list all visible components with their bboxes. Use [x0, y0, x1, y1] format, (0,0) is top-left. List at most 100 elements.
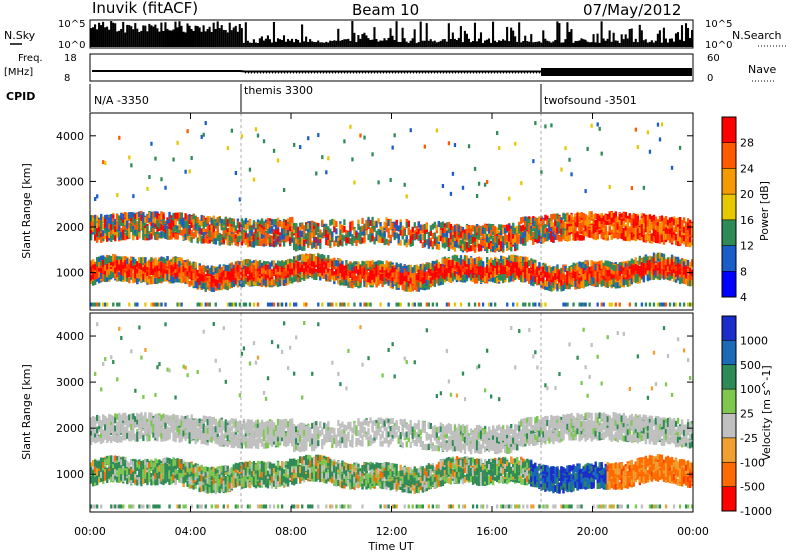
scatter-cell — [419, 234, 422, 241]
nsky-bar — [385, 40, 388, 47]
scatter-cell — [106, 271, 109, 278]
nsky-bar — [570, 29, 573, 47]
scatter-cell — [272, 148, 276, 153]
scatter-cell — [106, 230, 109, 237]
scatter-cell — [218, 264, 221, 271]
scatter-cell — [357, 234, 360, 241]
scatter-cell — [266, 264, 270, 271]
scatter-cell — [266, 302, 270, 307]
scatter-cell — [447, 302, 451, 307]
scatter-cell — [94, 234, 97, 241]
scatter-cell — [453, 245, 457, 252]
scatter-cell — [90, 215, 93, 222]
scatter-cell — [188, 228, 191, 235]
scatter-cell — [92, 279, 95, 286]
scatter-cell — [132, 216, 135, 223]
scatter-cell — [214, 273, 217, 280]
scatter-cell — [200, 268, 203, 275]
scatter-cell — [108, 266, 111, 273]
scatter-cell — [455, 241, 459, 248]
scatter-cell — [176, 212, 179, 219]
scatter-cell — [126, 275, 129, 282]
scatter-cell — [196, 302, 199, 307]
nsky-bar — [528, 41, 531, 47]
scatter-cell — [351, 224, 354, 231]
scatter-cell — [142, 232, 145, 239]
scatter-cell — [222, 237, 225, 244]
scatter-cell — [136, 261, 139, 268]
scatter-cell — [202, 265, 205, 272]
nsky-bar — [158, 31, 161, 47]
scatter-cell — [100, 237, 103, 244]
scatter-cell — [441, 222, 445, 229]
scatter-cell — [222, 230, 225, 237]
scatter-cell — [353, 277, 356, 284]
nsky-bar — [417, 42, 420, 47]
scatter-cell — [317, 239, 320, 246]
scatter-cell — [230, 281, 234, 288]
scatter-cell — [112, 254, 115, 261]
scatter-cell — [375, 270, 378, 277]
scatter-cell — [405, 272, 408, 279]
nsky-bar — [355, 42, 358, 47]
scatter-cell — [130, 215, 133, 222]
scatter-cell — [146, 261, 149, 268]
scatter-cell — [457, 226, 461, 233]
scatter-cell — [204, 302, 207, 307]
scatter-cell — [146, 276, 149, 283]
scatter-cell — [150, 233, 153, 240]
scatter-cell — [212, 215, 215, 222]
scatter-cell — [104, 228, 107, 235]
scatter-cell — [106, 302, 109, 307]
scatter-cell — [150, 278, 153, 285]
scatter-cell — [240, 279, 244, 286]
scatter-cell — [447, 244, 451, 251]
scatter-cell — [395, 282, 398, 289]
scatter-cell — [192, 214, 195, 221]
scatter-cell — [347, 278, 350, 285]
scatter-cell — [301, 223, 304, 230]
scatter-cell — [272, 268, 276, 275]
scatter-cell — [198, 270, 201, 277]
scatter-cell — [301, 244, 304, 251]
scatter-cell — [108, 217, 111, 224]
scatter-cell — [266, 280, 270, 287]
scatter-cell — [389, 273, 392, 280]
scatter-cell — [144, 266, 147, 273]
scatter-cell — [301, 255, 304, 262]
nsky-bar — [399, 41, 402, 47]
nsky-bar — [516, 41, 519, 47]
scatter-cell — [315, 236, 318, 243]
scatter-cell — [365, 281, 368, 288]
scatter-cell — [142, 212, 145, 219]
nsky-bar — [610, 41, 613, 47]
scatter-cell — [427, 302, 430, 307]
scatter-cell — [134, 272, 137, 279]
scatter-cell — [256, 302, 260, 307]
scatter-cell — [98, 231, 101, 238]
nsky-bar — [445, 41, 448, 47]
scatter-cell — [455, 255, 459, 262]
scatter-cell — [413, 275, 416, 282]
scatter-cell — [186, 129, 189, 134]
scatter-cell — [333, 240, 336, 247]
scatter-cell — [439, 267, 443, 274]
scatter-cell — [276, 265, 280, 272]
scatter-cell — [116, 260, 119, 267]
scatter-cell — [96, 228, 99, 235]
scatter-cell — [226, 284, 229, 291]
nsky-bar — [463, 30, 466, 47]
scatter-cell — [307, 228, 310, 235]
scatter-cell — [120, 219, 123, 226]
scatter-cell — [272, 233, 276, 240]
scatter-cell — [224, 271, 227, 278]
scatter-cell — [447, 275, 451, 282]
scatter-cell — [178, 302, 181, 307]
scatter-cell — [124, 268, 127, 275]
scatter-cell — [226, 273, 229, 280]
scatter-cell — [268, 302, 272, 307]
scatter-cell — [441, 183, 445, 188]
nsky-bar — [363, 32, 366, 47]
scatter-cell — [284, 269, 288, 276]
scatter-cell — [140, 276, 143, 283]
